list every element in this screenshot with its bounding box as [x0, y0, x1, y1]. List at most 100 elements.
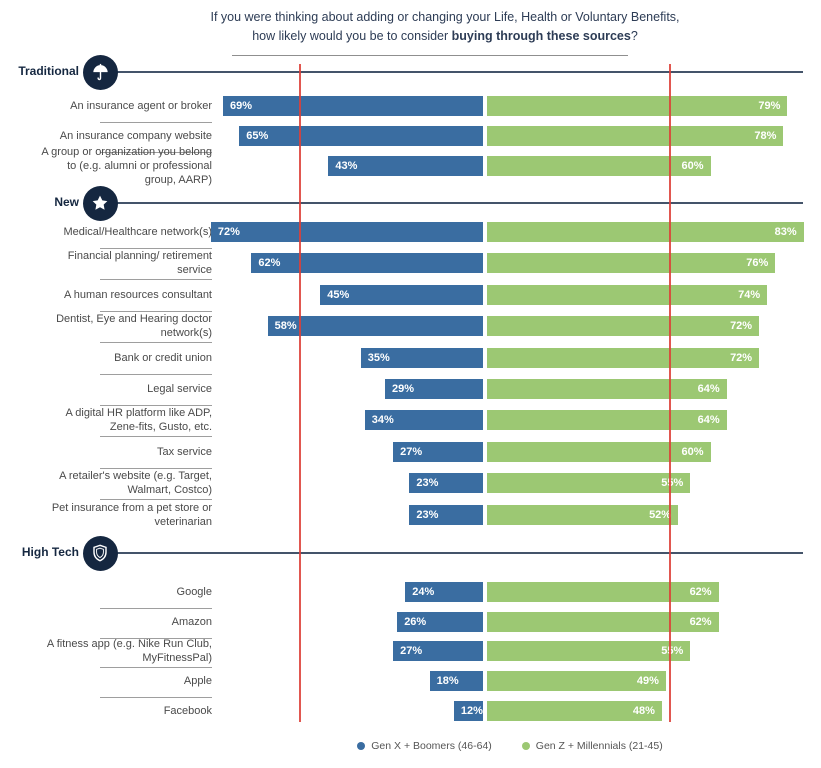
row-separator [100, 279, 212, 281]
genx-bar-value: 12% [460, 704, 483, 717]
genz-bar: 64% [487, 410, 727, 431]
genx-bar: 23% [409, 473, 483, 494]
row-separator [100, 667, 212, 669]
row-label-tax-service: Tax service [156, 445, 212, 458]
row-separator [100, 373, 212, 375]
section-label-new: New [54, 195, 79, 209]
genz-bar-value: 72% [730, 320, 753, 333]
genz-bar: 72% [487, 347, 760, 368]
genz-bar-value: 74% [738, 288, 761, 301]
row-label-a-human-resources-consultant: A human resources consultant [64, 288, 212, 301]
row-label-amazon: Amazon [171, 615, 212, 628]
legend-label-genz: Gen Z + Millennials (21-45) [535, 740, 663, 752]
genz-bar: 72% [487, 316, 760, 337]
genx-bar: 69% [223, 96, 483, 116]
genx-bar-value: 72% [217, 226, 240, 238]
genz-bar-value: 49% [636, 675, 659, 688]
genx-bar: 27% [393, 441, 483, 462]
genx-bar-value: 23% [416, 508, 439, 521]
genz-bar-value: 55% [661, 477, 684, 490]
row-separator [100, 310, 212, 312]
title-line-2-bold: buying through these sources [451, 28, 631, 43]
legend-item-genz-millennials: Gen Z + Millennials (21-45) [521, 740, 663, 752]
genz-bar-value: 64% [697, 383, 720, 395]
row-separator [100, 499, 212, 501]
genz-bar: 55% [487, 641, 691, 662]
genx-bar-value: 26% [404, 615, 427, 628]
genx-bar: 29% [385, 379, 483, 399]
row-label-medical-healthcare-network-s: Medical/Healthcare network(s) [63, 225, 212, 238]
legend: Gen X + Boomers (46-64) Gen Z + Millenni… [210, 740, 810, 752]
genx-bar: 65% [239, 126, 483, 146]
genx-bar-value: 27% [400, 645, 423, 658]
genz-bar-value: 60% [681, 160, 704, 172]
section-label-traditional: Traditional [18, 64, 79, 78]
genx-bar-value: 58% [274, 320, 297, 333]
genx-bar: 62% [251, 253, 483, 274]
genz-legend-dot-icon [521, 742, 530, 750]
row-label-an-insurance-company-website: An insurance company website [59, 129, 212, 142]
genx-bar: 12% [453, 700, 483, 721]
row-label-facebook: Facebook [163, 704, 212, 717]
title-underline-rule [232, 55, 628, 56]
row-label-a-digital-hr-platform-like-adp: A digital HR platform like ADP, Zene-fit… [65, 407, 212, 434]
genx-bar-value: 23% [416, 477, 439, 490]
genz-bar: 48% [487, 700, 662, 721]
row-label-legal-service: Legal service [147, 382, 212, 395]
row-separator [100, 152, 212, 153]
row-separator [100, 608, 212, 609]
genx-bar-value: 29% [392, 383, 415, 395]
reference-line-left [299, 64, 301, 722]
genx-bar: 72% [210, 222, 483, 242]
genz-bar-value: 55% [661, 645, 684, 658]
genx-bar: 45% [320, 284, 483, 305]
row-label-pet-insurance-from-a-pet-store: Pet insurance from a pet store or veteri… [51, 501, 212, 528]
genz-bar: 60% [487, 441, 711, 462]
row-separator [100, 405, 212, 406]
genz-bar: 60% [487, 156, 711, 176]
row-label-a-retailer-s-website-e-g-targe: A retailer's website (e.g. Target, Walma… [59, 470, 212, 497]
genx-bar: 24% [405, 582, 483, 602]
genx-bar: 58% [267, 316, 483, 337]
genz-bar-value: 83% [774, 226, 797, 238]
star-icon-circle [82, 185, 118, 221]
row-label-a-group-or-organization-you-be: A group or organization you belong to (e… [41, 145, 212, 187]
section-label-high-tech: High Tech [21, 545, 79, 559]
title-line-2: how likely would you be to consider buyi… [252, 29, 638, 43]
umbrella-icon-circle [82, 54, 118, 90]
genz-bar-value: 64% [697, 414, 720, 427]
row-label-google: Google [176, 585, 212, 598]
genx-bar: 26% [397, 611, 483, 632]
legend-label-genx: Gen X + Boomers (46-64) [371, 740, 492, 752]
row-separator [100, 637, 212, 639]
section-divider-new [100, 202, 803, 204]
genx-bar: 23% [409, 504, 483, 525]
genz-bar: 55% [487, 473, 691, 494]
reference-line-right [669, 64, 671, 722]
genz-bar: 64% [487, 379, 727, 399]
genx-bar-value: 43% [335, 160, 358, 172]
genz-bar-value: 48% [632, 704, 655, 717]
genz-bar: 83% [487, 222, 804, 242]
genz-bar: 79% [487, 96, 788, 116]
row-label-an-insurance-agent-or-broker: An insurance agent or broker [70, 99, 212, 112]
row-label-bank-or-credit-union: Bank or credit union [114, 351, 212, 364]
genx-bar-value: 35% [367, 351, 390, 364]
legend-item-genx-boomers: Gen X + Boomers (46-64) [357, 740, 492, 752]
row-label-a-fitness-app-e-g-nike-run-clu: A fitness app (e.g. Nike Run Club, MyFit… [46, 638, 212, 665]
genx-bar-value: 24% [412, 586, 435, 598]
row-separator [100, 342, 212, 344]
genx-bar: 27% [393, 641, 483, 662]
row-separator [100, 697, 212, 699]
row-separator [100, 122, 212, 123]
title-line-2-suffix: ? [630, 28, 638, 43]
genz-bar-value: 62% [689, 615, 712, 628]
genz-bar: 62% [487, 582, 719, 602]
genx-bar: 43% [328, 156, 483, 176]
genz-bar-value: 79% [758, 100, 781, 112]
genz-bar-value: 72% [730, 351, 753, 364]
genz-bar-value: 76% [746, 257, 769, 270]
row-separator [100, 467, 212, 469]
genx-bar: 18% [429, 671, 483, 692]
